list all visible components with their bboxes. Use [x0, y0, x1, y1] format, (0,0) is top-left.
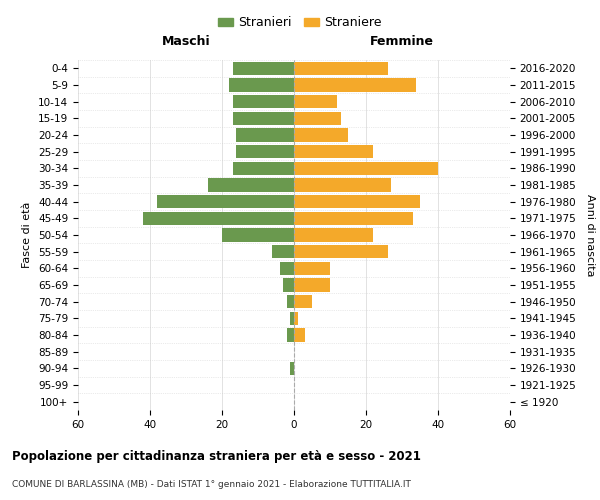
Legend: Stranieri, Straniere: Stranieri, Straniere [213, 11, 387, 34]
Bar [157, 195, 294, 208]
Bar [290, 362, 294, 375]
Bar [283, 278, 294, 291]
Bar [294, 228, 373, 241]
Bar [233, 162, 294, 175]
Bar [294, 178, 391, 192]
Bar [294, 162, 438, 175]
Bar [229, 78, 294, 92]
Text: Femmine: Femmine [370, 36, 434, 49]
Bar [236, 128, 294, 141]
Bar [294, 262, 330, 275]
Bar [294, 145, 373, 158]
Bar [236, 145, 294, 158]
Bar [294, 62, 388, 75]
Bar [294, 245, 388, 258]
Bar [294, 95, 337, 108]
Bar [294, 278, 330, 291]
Bar [294, 212, 413, 225]
Bar [294, 295, 312, 308]
Bar [222, 228, 294, 241]
Bar [290, 312, 294, 325]
Bar [287, 295, 294, 308]
Bar [233, 62, 294, 75]
Text: Maschi: Maschi [161, 36, 211, 49]
Bar [287, 328, 294, 342]
Bar [294, 112, 341, 125]
Bar [294, 195, 420, 208]
Bar [208, 178, 294, 192]
Y-axis label: Fasce di età: Fasce di età [22, 202, 32, 268]
Text: Popolazione per cittadinanza straniera per età e sesso - 2021: Popolazione per cittadinanza straniera p… [12, 450, 421, 463]
Bar [233, 112, 294, 125]
Bar [272, 245, 294, 258]
Bar [294, 128, 348, 141]
Bar [294, 78, 416, 92]
Bar [280, 262, 294, 275]
Bar [233, 95, 294, 108]
Bar [294, 312, 298, 325]
Y-axis label: Anni di nascita: Anni di nascita [585, 194, 595, 276]
Bar [143, 212, 294, 225]
Bar [294, 328, 305, 342]
Text: COMUNE DI BARLASSINA (MB) - Dati ISTAT 1° gennaio 2021 - Elaborazione TUTTITALIA: COMUNE DI BARLASSINA (MB) - Dati ISTAT 1… [12, 480, 411, 489]
